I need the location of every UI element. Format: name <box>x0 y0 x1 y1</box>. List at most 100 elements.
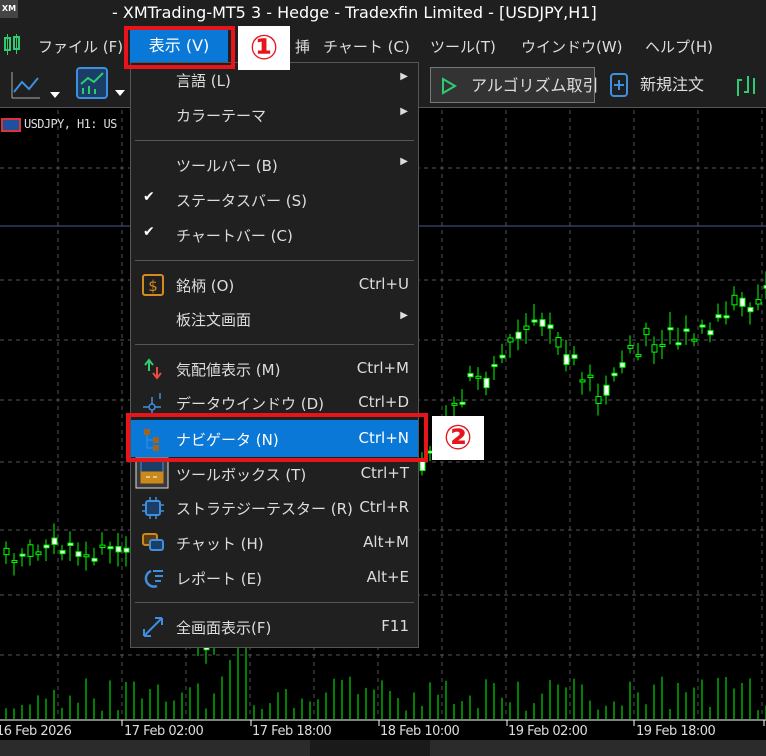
item-shortcut: Ctrl+R <box>359 498 409 516</box>
item-label: 全画面表示(F) <box>176 619 272 637</box>
one-click-trading-icon[interactable] <box>734 72 764 98</box>
item-label: 言語 (L) <box>176 72 231 90</box>
view-dropdown-menu: 言語 (L) ▶ カラーテーマ ▶ ツールバー (B) ▶ ✔ ステータスバー (S) … <box>130 62 419 648</box>
candle-body <box>467 373 474 378</box>
candle-body <box>539 319 546 327</box>
menu-item-fullscreen[interactable]: 全画面表示(F) F11 <box>131 610 418 644</box>
candle-body <box>555 337 562 348</box>
item-shortcut: Alt+M <box>363 533 409 551</box>
menu-insert[interactable]: 挿 <box>295 38 311 56</box>
submenu-arrow-icon: ▶ <box>400 156 408 167</box>
candle-body <box>83 554 90 558</box>
candle-body <box>731 294 738 306</box>
item-label: データウインドウ (D) <box>176 395 325 413</box>
candle-body <box>659 343 666 347</box>
candle-body <box>99 544 106 548</box>
menu-separator <box>135 602 414 603</box>
time-axis-label: 19 Feb 02:00 <box>508 724 588 739</box>
candle-body <box>35 551 42 556</box>
candle-body <box>587 374 594 379</box>
candle-body <box>619 362 626 368</box>
menu-chart[interactable]: チャート (C) <box>323 38 410 56</box>
candle-body <box>19 553 26 557</box>
menu-item-strategy-tester[interactable]: ストラテジーテスター (R) Ctrl+R <box>131 491 418 525</box>
candle-body <box>635 354 642 358</box>
menu-tools[interactable]: ツール(T) <box>430 38 496 56</box>
candle-body <box>43 544 50 549</box>
play-icon <box>442 77 457 95</box>
menu-help[interactable]: ヘルプ(H) <box>645 38 713 56</box>
candle-body <box>547 324 554 329</box>
item-shortcut: F11 <box>381 617 409 635</box>
annotation-step2: ② <box>432 416 484 460</box>
candle-body <box>563 354 570 365</box>
indicator-chart-icon[interactable] <box>75 66 131 102</box>
candlestick-icon <box>4 34 20 55</box>
menu-view[interactable]: 表示 (V) <box>130 30 228 62</box>
app-logo: XM <box>0 0 18 18</box>
algo-trading-label: アルゴリズム取引 <box>471 76 599 95</box>
menu-bar: ファイル (F) 挿 チャート (C) ツール(T) ウインドウ(W) ヘルプ(… <box>0 28 766 62</box>
line-chart-icon[interactable] <box>10 70 64 100</box>
candle-body <box>499 354 506 359</box>
menu-item-color-theme[interactable]: カラーテーマ ▶ <box>131 98 418 132</box>
menu-item-data-window[interactable]: データウインドウ (D) Ctrl+D <box>131 386 418 420</box>
chat-icon <box>142 533 164 551</box>
menu-file[interactable]: ファイル (F) <box>38 38 124 56</box>
candle-body <box>643 327 650 336</box>
menu-separator <box>135 260 414 261</box>
menu-item-navigator[interactable]: ナビゲータ (N) Ctrl+N <box>131 420 418 457</box>
candle-body <box>571 354 578 359</box>
menu-window[interactable]: ウインドウ(W) <box>521 38 623 56</box>
candle-body <box>723 315 730 319</box>
candle-body <box>523 325 530 330</box>
candle-body <box>507 337 514 343</box>
report-icon <box>144 569 163 588</box>
candle-body <box>579 379 586 383</box>
item-shortcut: Ctrl+D <box>358 393 409 411</box>
candle-body <box>739 297 746 307</box>
menu-item-chat[interactable]: チャット (H) Alt+M <box>131 526 418 560</box>
menu-item-depth-of-market[interactable]: 板注文画面 ▶ <box>131 302 418 336</box>
algo-trading-button[interactable]: アルゴリズム取引 <box>430 67 599 103</box>
candle-body <box>651 344 658 353</box>
candle-body <box>667 327 674 331</box>
item-shortcut: Ctrl+M <box>356 359 409 377</box>
menu-item-toolbox[interactable]: ツールボックス (T) Ctrl+T <box>131 457 418 491</box>
candle-body <box>699 324 706 328</box>
menu-separator <box>135 140 414 141</box>
item-shortcut: Ctrl+N <box>358 429 409 447</box>
candle-body <box>491 364 498 368</box>
item-label: 銘柄 (O) <box>176 277 235 295</box>
candle-body <box>531 319 538 323</box>
candle-body <box>747 307 754 313</box>
menu-item-toolbar[interactable]: ツールバー (B) ▶ <box>131 148 418 182</box>
candle-body <box>11 560 18 564</box>
menu-item-market-watch[interactable]: 気配値表示 (M) Ctrl+M <box>131 352 418 386</box>
menu-separator <box>135 344 414 345</box>
menu-item-language[interactable]: 言語 (L) ▶ <box>131 63 418 97</box>
menu-item-symbols[interactable]: $ 銘柄 (O) Ctrl+U <box>131 268 418 302</box>
candle-body <box>67 542 74 546</box>
candle-body <box>595 396 602 404</box>
candle-body <box>75 551 82 557</box>
item-label: ツールボックス (T) <box>176 466 307 484</box>
new-order-button[interactable]: 新規注文 <box>606 67 718 103</box>
panel-tab[interactable] <box>310 740 430 756</box>
navigator-icon <box>144 429 159 451</box>
candle-body <box>115 546 122 553</box>
submenu-arrow-icon: ▶ <box>400 106 408 117</box>
submenu-arrow-icon: ▶ <box>400 310 408 321</box>
svg-text:$: $ <box>148 277 158 295</box>
chart-symbol-label: USDJPY, H1: US <box>0 117 117 132</box>
candle-body <box>715 314 722 319</box>
candle-body <box>763 285 766 289</box>
menu-item-chart-bar[interactable]: ✔ チャートバー (C) <box>131 218 418 252</box>
new-order-label: 新規注文 <box>640 75 705 94</box>
annotation-highlight-navigator <box>126 413 428 462</box>
candle-body <box>51 537 58 545</box>
menu-item-status-bar[interactable]: ✔ ステータスバー (S) <box>131 183 418 217</box>
menu-item-report[interactable]: レポート (E) Alt+E <box>131 561 418 595</box>
dollar-icon: $ <box>142 274 164 296</box>
candle-body <box>675 342 682 346</box>
